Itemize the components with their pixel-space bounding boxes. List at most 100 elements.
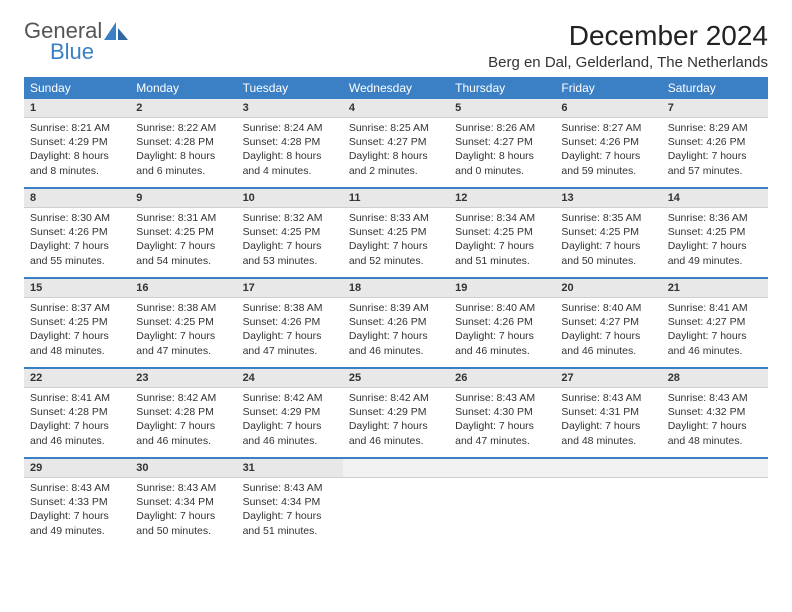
- sunrise-text: Sunrise: 8:32 AM: [243, 211, 337, 225]
- sunrise-text: Sunrise: 8:21 AM: [30, 121, 124, 135]
- day-number: 26: [449, 369, 555, 388]
- day-details: Sunrise: 8:30 AMSunset: 4:26 PMDaylight:…: [24, 208, 130, 274]
- daylight-text: Daylight: 7 hours and 51 minutes.: [243, 509, 337, 537]
- day-cell: 1Sunrise: 8:21 AMSunset: 4:29 PMDaylight…: [24, 99, 130, 187]
- sunset-text: Sunset: 4:26 PM: [30, 225, 124, 239]
- day-number: 28: [662, 369, 768, 388]
- sunset-text: Sunset: 4:29 PM: [349, 405, 443, 419]
- sunrise-text: Sunrise: 8:43 AM: [136, 481, 230, 495]
- sunrise-text: Sunrise: 8:40 AM: [455, 301, 549, 315]
- day-cell: 21Sunrise: 8:41 AMSunset: 4:27 PMDayligh…: [662, 279, 768, 367]
- daylight-text: Daylight: 8 hours and 6 minutes.: [136, 149, 230, 177]
- sunrise-text: Sunrise: 8:41 AM: [30, 391, 124, 405]
- sunrise-text: Sunrise: 8:35 AM: [561, 211, 655, 225]
- day-cell: 29Sunrise: 8:43 AMSunset: 4:33 PMDayligh…: [24, 459, 130, 547]
- sunset-text: Sunset: 4:34 PM: [243, 495, 337, 509]
- day-cell: 28Sunrise: 8:43 AMSunset: 4:32 PMDayligh…: [662, 369, 768, 457]
- sunset-text: Sunset: 4:25 PM: [349, 225, 443, 239]
- day-number: 8: [24, 189, 130, 208]
- day-number: 9: [130, 189, 236, 208]
- sunrise-text: Sunrise: 8:25 AM: [349, 121, 443, 135]
- sunset-text: Sunset: 4:25 PM: [30, 315, 124, 329]
- day-details: Sunrise: 8:43 AMSunset: 4:33 PMDaylight:…: [24, 478, 130, 544]
- daylight-text: Daylight: 7 hours and 48 minutes.: [668, 419, 762, 447]
- brand-logo: General Blue: [24, 20, 130, 63]
- day-number: 24: [237, 369, 343, 388]
- day-details: Sunrise: 8:43 AMSunset: 4:30 PMDaylight:…: [449, 388, 555, 454]
- weekday-header: Wednesday: [343, 77, 449, 99]
- day-details: Sunrise: 8:34 AMSunset: 4:25 PMDaylight:…: [449, 208, 555, 274]
- day-cell: 9Sunrise: 8:31 AMSunset: 4:25 PMDaylight…: [130, 189, 236, 277]
- sunset-text: Sunset: 4:25 PM: [668, 225, 762, 239]
- sunset-text: Sunset: 4:30 PM: [455, 405, 549, 419]
- day-details: Sunrise: 8:36 AMSunset: 4:25 PMDaylight:…: [662, 208, 768, 274]
- sunrise-text: Sunrise: 8:30 AM: [30, 211, 124, 225]
- daylight-text: Daylight: 7 hours and 46 minutes.: [349, 419, 443, 447]
- sunrise-text: Sunrise: 8:27 AM: [561, 121, 655, 135]
- day-cell: [343, 459, 449, 547]
- daylight-text: Daylight: 8 hours and 2 minutes.: [349, 149, 443, 177]
- sunrise-text: Sunrise: 8:41 AM: [668, 301, 762, 315]
- sunrise-text: Sunrise: 8:22 AM: [136, 121, 230, 135]
- day-number: 22: [24, 369, 130, 388]
- day-details: Sunrise: 8:37 AMSunset: 4:25 PMDaylight:…: [24, 298, 130, 364]
- day-cell: 3Sunrise: 8:24 AMSunset: 4:28 PMDaylight…: [237, 99, 343, 187]
- daylight-text: Daylight: 7 hours and 50 minutes.: [561, 239, 655, 267]
- day-details: Sunrise: 8:41 AMSunset: 4:27 PMDaylight:…: [662, 298, 768, 364]
- week-row: 15Sunrise: 8:37 AMSunset: 4:25 PMDayligh…: [24, 279, 768, 367]
- sunset-text: Sunset: 4:26 PM: [243, 315, 337, 329]
- sunset-text: Sunset: 4:26 PM: [455, 315, 549, 329]
- day-cell: 13Sunrise: 8:35 AMSunset: 4:25 PMDayligh…: [555, 189, 661, 277]
- daylight-text: Daylight: 7 hours and 54 minutes.: [136, 239, 230, 267]
- logo-sail-icon: [104, 22, 130, 44]
- sunrise-text: Sunrise: 8:43 AM: [668, 391, 762, 405]
- day-details: Sunrise: 8:43 AMSunset: 4:31 PMDaylight:…: [555, 388, 661, 454]
- day-cell: 8Sunrise: 8:30 AMSunset: 4:26 PMDaylight…: [24, 189, 130, 277]
- week-row: 8Sunrise: 8:30 AMSunset: 4:26 PMDaylight…: [24, 189, 768, 277]
- day-number: 3: [237, 99, 343, 118]
- daylight-text: Daylight: 7 hours and 53 minutes.: [243, 239, 337, 267]
- daylight-text: Daylight: 7 hours and 52 minutes.: [349, 239, 443, 267]
- day-number: [555, 459, 661, 478]
- sunset-text: Sunset: 4:26 PM: [561, 135, 655, 149]
- sunset-text: Sunset: 4:27 PM: [455, 135, 549, 149]
- week-row: 22Sunrise: 8:41 AMSunset: 4:28 PMDayligh…: [24, 369, 768, 457]
- sunset-text: Sunset: 4:27 PM: [349, 135, 443, 149]
- daylight-text: Daylight: 7 hours and 46 minutes.: [30, 419, 124, 447]
- day-number: 18: [343, 279, 449, 298]
- daylight-text: Daylight: 7 hours and 46 minutes.: [561, 329, 655, 357]
- day-cell: 27Sunrise: 8:43 AMSunset: 4:31 PMDayligh…: [555, 369, 661, 457]
- sunset-text: Sunset: 4:25 PM: [243, 225, 337, 239]
- day-cell: 14Sunrise: 8:36 AMSunset: 4:25 PMDayligh…: [662, 189, 768, 277]
- day-number: 5: [449, 99, 555, 118]
- weekday-header: Tuesday: [237, 77, 343, 99]
- daylight-text: Daylight: 7 hours and 46 minutes.: [136, 419, 230, 447]
- sunset-text: Sunset: 4:28 PM: [243, 135, 337, 149]
- sunset-text: Sunset: 4:27 PM: [668, 315, 762, 329]
- day-details: Sunrise: 8:32 AMSunset: 4:25 PMDaylight:…: [237, 208, 343, 274]
- title-block: December 2024 Berg en Dal, Gelderland, T…: [488, 20, 768, 71]
- day-cell: [555, 459, 661, 547]
- sunrise-text: Sunrise: 8:38 AM: [136, 301, 230, 315]
- sunrise-text: Sunrise: 8:34 AM: [455, 211, 549, 225]
- daylight-text: Daylight: 7 hours and 51 minutes.: [455, 239, 549, 267]
- sunrise-text: Sunrise: 8:31 AM: [136, 211, 230, 225]
- day-details: Sunrise: 8:42 AMSunset: 4:29 PMDaylight:…: [343, 388, 449, 454]
- sunrise-text: Sunrise: 8:38 AM: [243, 301, 337, 315]
- day-details: Sunrise: 8:38 AMSunset: 4:25 PMDaylight:…: [130, 298, 236, 364]
- day-number: [449, 459, 555, 478]
- day-details: Sunrise: 8:38 AMSunset: 4:26 PMDaylight:…: [237, 298, 343, 364]
- daylight-text: Daylight: 7 hours and 47 minutes.: [455, 419, 549, 447]
- sunset-text: Sunset: 4:29 PM: [30, 135, 124, 149]
- day-number: 13: [555, 189, 661, 208]
- sunrise-text: Sunrise: 8:33 AM: [349, 211, 443, 225]
- day-details: Sunrise: 8:35 AMSunset: 4:25 PMDaylight:…: [555, 208, 661, 274]
- daylight-text: Daylight: 7 hours and 47 minutes.: [243, 329, 337, 357]
- day-cell: [449, 459, 555, 547]
- weekday-header: Saturday: [662, 77, 768, 99]
- day-details: Sunrise: 8:25 AMSunset: 4:27 PMDaylight:…: [343, 118, 449, 184]
- day-details: Sunrise: 8:21 AMSunset: 4:29 PMDaylight:…: [24, 118, 130, 184]
- day-details: [555, 478, 661, 487]
- day-number: 19: [449, 279, 555, 298]
- day-details: Sunrise: 8:39 AMSunset: 4:26 PMDaylight:…: [343, 298, 449, 364]
